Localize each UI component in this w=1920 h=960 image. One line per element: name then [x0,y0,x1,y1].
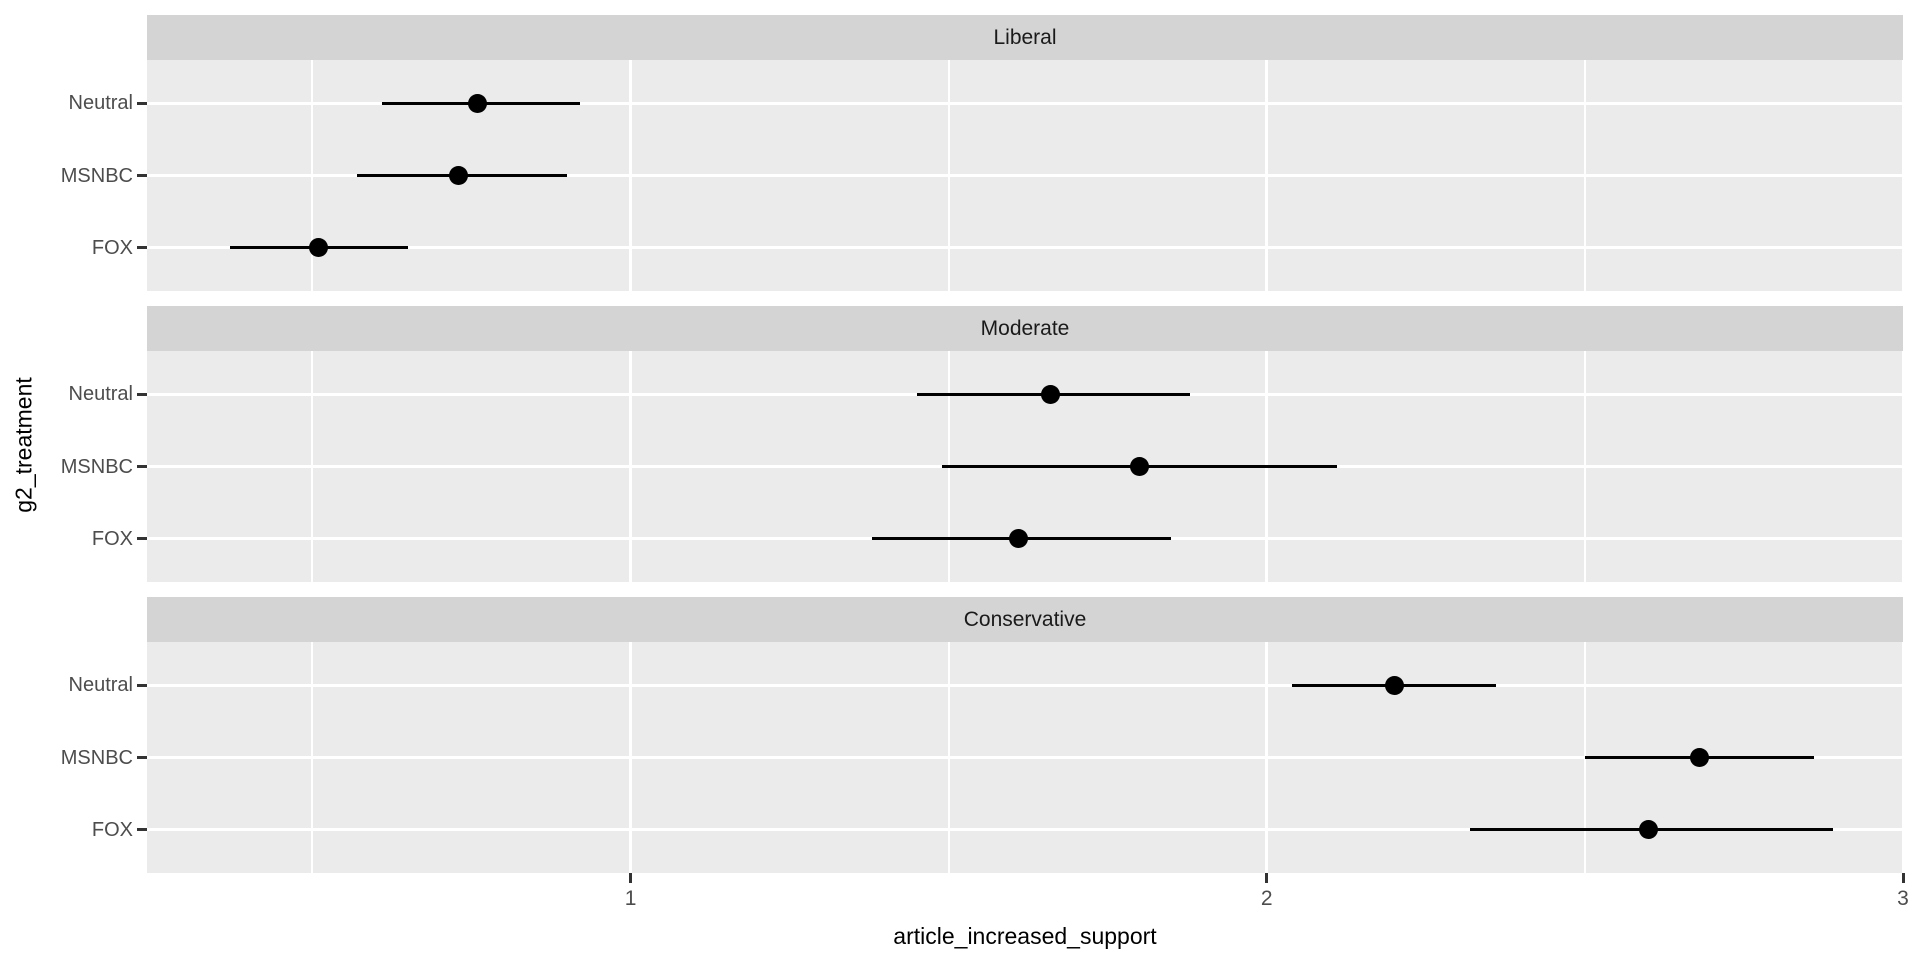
point-estimate-msnbc [1689,748,1709,767]
y-tick-mark [137,246,147,250]
y-tick-label-neutral: Neutral [68,92,133,115]
point-estimate-msnbc [1130,457,1150,476]
facet-strip-label: Moderate [980,317,1070,340]
gridline-major-y [147,246,1903,250]
x-tick-label: 3 [1897,887,1909,910]
y-tick-label-neutral: Neutral [68,383,133,406]
gridline-major-y [147,174,1903,177]
facet-strip-label: Conservative [963,608,1087,631]
gridline-major-y [147,101,1903,105]
y-tick-label-neutral: Neutral [68,674,133,697]
y-tick-mark [137,392,147,396]
x-tick-label: 1 [624,887,637,910]
y-tick-mark [137,537,147,541]
y-tick-label-msnbc: MSNBC [60,164,133,187]
y-tick-mark [137,756,147,759]
y-tick-label-msnbc: MSNBC [60,455,133,478]
gridline-major-y [147,756,1903,759]
y-tick-mark [137,683,147,687]
y-tick-mark [137,101,147,105]
x-tick-label: 2 [1260,887,1273,910]
facet-strip-moderate: Moderate [147,306,1903,351]
point-estimate-fox [1009,529,1029,549]
gridline-major-y [147,683,1903,687]
x-axis-title: article_increased_support [893,923,1157,949]
facet-panel-liberal [147,60,1903,291]
point-estimate-msnbc [449,166,469,185]
y-tick-label-fox: FOX [91,527,133,550]
facet-strip-liberal: Liberal [147,15,1903,60]
point-estimate-neutral [468,93,488,113]
x-tick-mark [1265,873,1269,883]
x-tick-mark [1901,873,1905,883]
y-tick-mark [137,174,147,177]
y-tick-mark [137,465,147,468]
point-estimate-fox [309,238,329,258]
y-tick-mark [137,828,147,832]
point-estimate-fox [1639,820,1658,840]
point-estimate-neutral [1040,384,1060,404]
point-estimate-neutral [1384,675,1404,695]
y-tick-label-msnbc: MSNBC [60,746,133,769]
x-tick-mark [629,873,633,883]
facet-panel-conservative [147,642,1903,873]
gridline-major-y [147,828,1903,832]
facet-panel-moderate [147,351,1903,582]
y-tick-label-fox: FOX [91,236,133,259]
facet-strip-label: Liberal [993,26,1057,49]
facet-strip-conservative: Conservative [147,597,1903,642]
y-tick-label-fox: FOX [91,818,133,841]
